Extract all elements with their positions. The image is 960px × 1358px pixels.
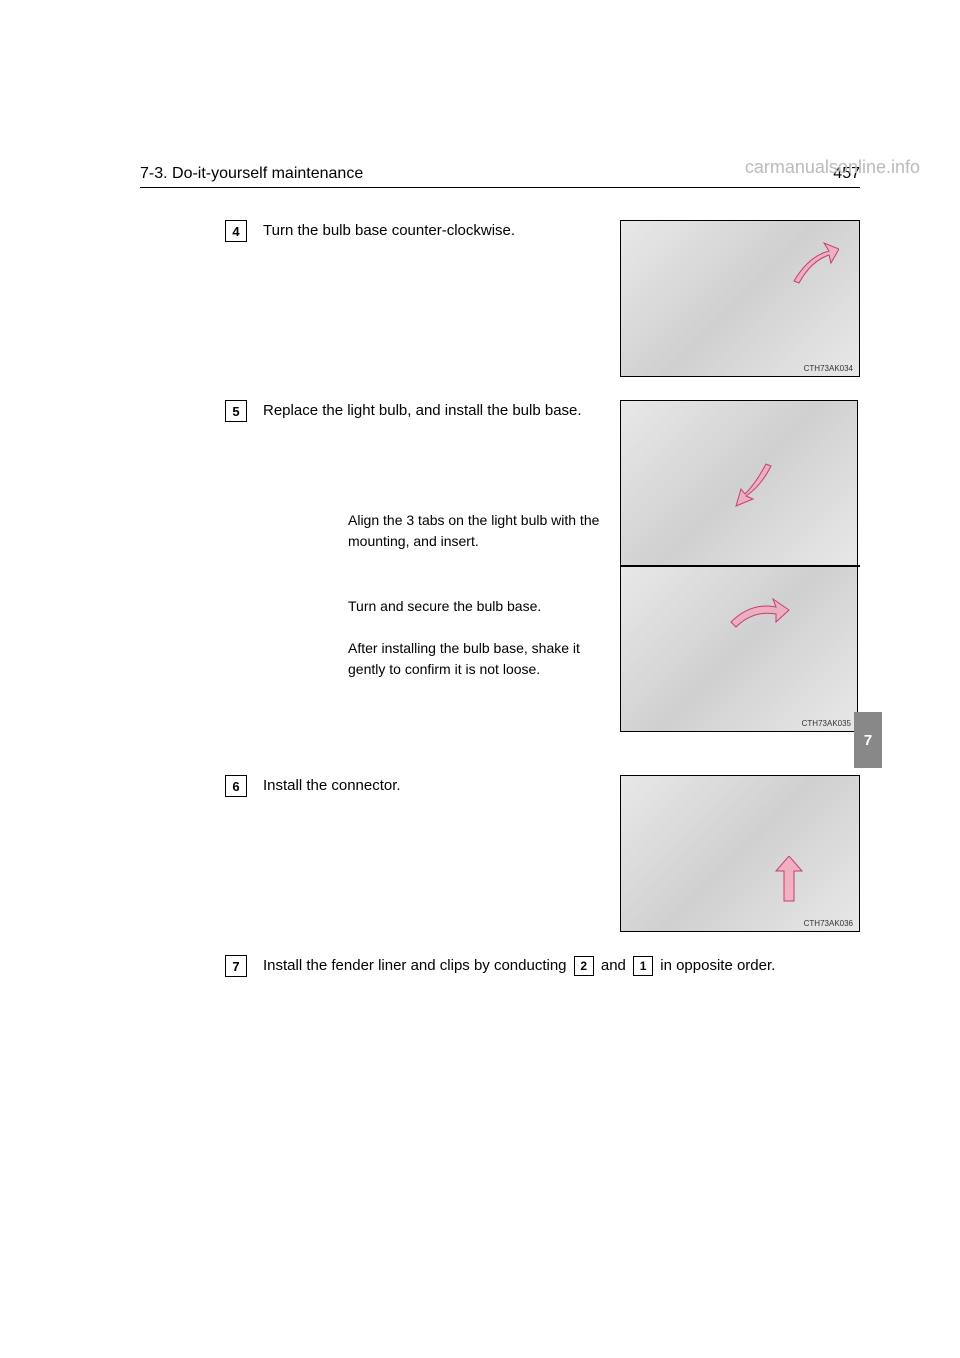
figure-code: CTH73AK035 <box>802 719 851 728</box>
step-5-note-2: Turn and secure the bulb base. After ins… <box>348 596 608 680</box>
step-row: 6 Install the connector. CTH73AK036 <box>140 775 860 932</box>
step-ref-box: 1 <box>633 956 653 976</box>
step-ref-box: 2 <box>574 956 594 976</box>
step-4-block: 4 Turn the bulb base counter-clockwise. … <box>140 220 860 389</box>
arrow-icon <box>764 856 814 906</box>
section-tab: 7 <box>854 712 882 768</box>
arrow-icon <box>789 241 839 291</box>
step-number-box: 5 <box>225 400 247 422</box>
step-5-block: 5 Replace the light bulb, and install th… <box>140 400 860 744</box>
step-5-figure-group: CTH73AK035 <box>620 400 860 732</box>
step-text: Install the connector. <box>263 775 620 798</box>
step-5-note-1: Align the 3 tabs on the light bulb with … <box>348 510 608 552</box>
step-6-figure: CTH73AK036 <box>620 775 860 932</box>
step-7-block: 7 Install the fender liner and clips by … <box>140 955 860 990</box>
step-row: 4 Turn the bulb base counter-clockwise. … <box>140 220 860 377</box>
step-6-block: 6 Install the connector. CTH73AK036 <box>140 775 860 944</box>
step-text: Turn the bulb base counter-clockwise. <box>263 220 620 243</box>
section-breadcrumb: 7-3. Do-it-yourself maintenance <box>140 165 363 183</box>
step-text: Replace the light bulb, and install the … <box>263 400 620 423</box>
arrow-icon <box>731 461 781 511</box>
step-text: Install the fender liner and clips by co… <box>263 955 860 978</box>
step-number-box: 6 <box>225 775 247 797</box>
step-number-box: 4 <box>225 220 247 242</box>
step-number-box: 7 <box>225 955 247 977</box>
step-row: 7 Install the fender liner and clips by … <box>140 955 860 978</box>
figure-code: CTH73AK036 <box>804 919 853 928</box>
arrow-icon <box>721 592 791 642</box>
step-row: 5 Replace the light bulb, and install th… <box>140 400 860 732</box>
watermark: carmanualsonline.info <box>745 157 920 178</box>
figure-code: CTH73AK034 <box>804 364 853 373</box>
step-4-figure: CTH73AK034 <box>620 220 860 377</box>
